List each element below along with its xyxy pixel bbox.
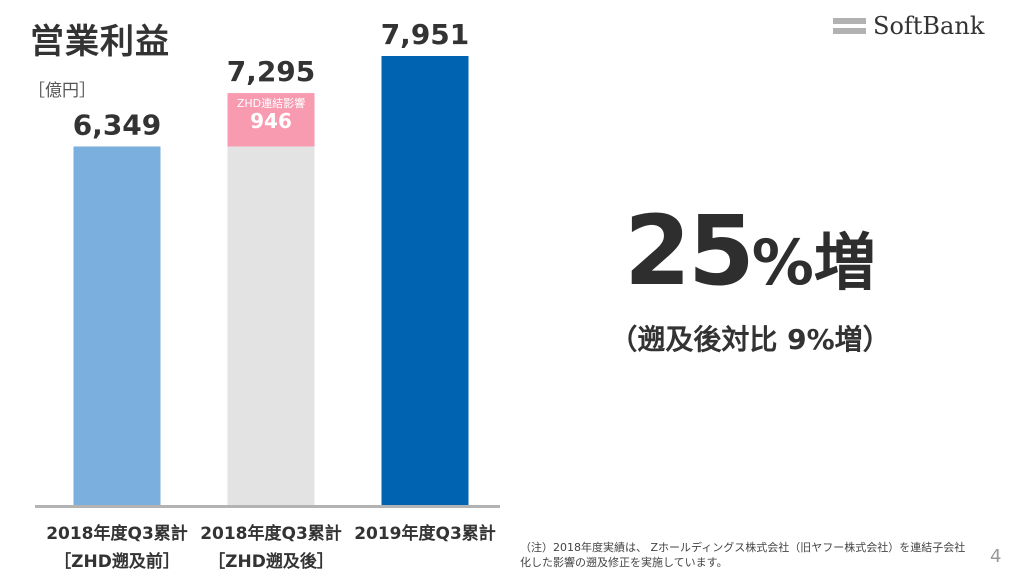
category-label-2-line1: 2018年度Q3累計 [200,524,342,544]
logo-text: SoftBank [873,12,985,40]
bar-3 [381,56,469,506]
growth-highlight: 25%増 [600,195,900,307]
unit-label: ［億円］ [28,81,96,101]
growth-subtext: （遡及後対比 9%増） [609,323,891,356]
bar-2 [227,146,315,505]
footnote: （注）2018年度実績は、 Zホールディングス株式会社（旧ヤフー株式会社）を連結… [520,541,966,569]
category-label-2-line2: ［ZHD遡及後］ [208,552,334,572]
growth-suffix: %増 [751,226,876,299]
bar-3-value-label: 7,951 [381,18,470,51]
stack-segment-value: 946 [250,109,292,133]
growth-number: 25 [624,195,755,307]
category-label-1-line1: 2018年度Q3累計 [46,524,188,544]
page-number: 4 [990,546,1002,567]
category-label-2: 2018年度Q3累計 ［ZHD遡及後］ [191,520,351,576]
page-title: 営業利益 [30,22,170,62]
category-label-3-line1: 2019年度Q3累計 [354,524,496,544]
bar-1-value-label: 6,349 [73,108,162,141]
bar-1 [73,146,161,505]
logo-bars-icon [833,18,866,38]
softbank-logo: SoftBank [833,12,1003,44]
bar-2-value-label: 7,295 [227,55,316,88]
category-label-1-line2: ［ZHD遡及前］ [54,552,180,572]
stack-segment [227,93,315,147]
x-axis-line [35,505,500,508]
category-label-3: 2019年度Q3累計 [345,520,505,548]
category-label-1: 2018年度Q3累計 ［ZHD遡及前］ [37,520,197,576]
stack-segment-label: ZHD連結影響 [237,96,305,110]
